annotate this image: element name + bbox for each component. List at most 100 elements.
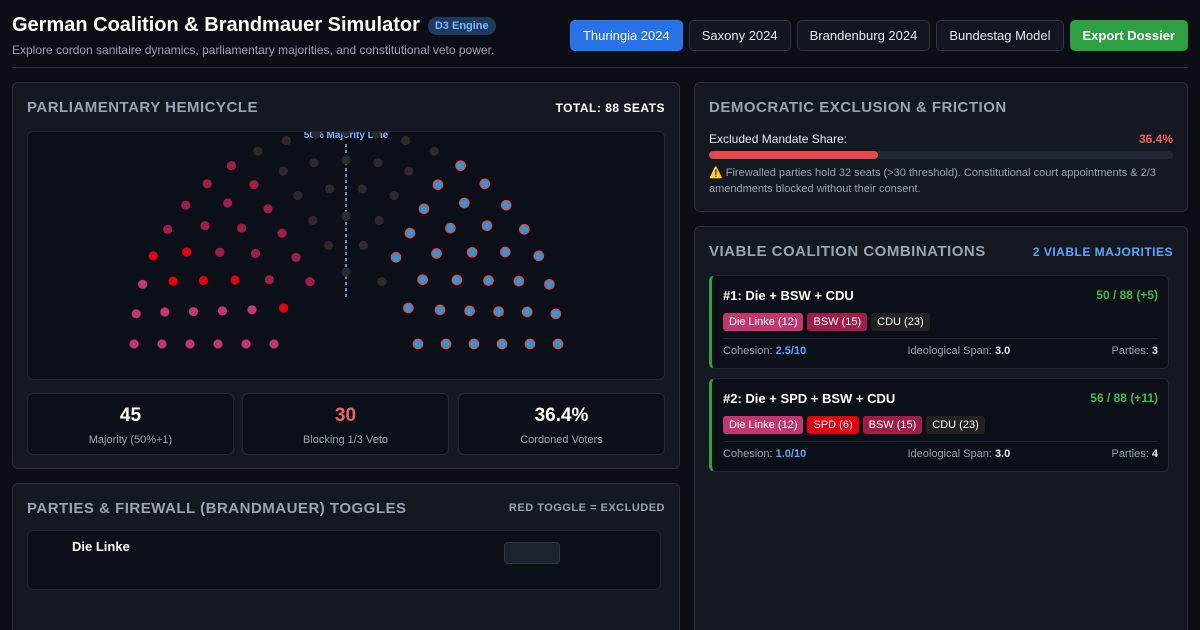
seat-cdu	[341, 211, 351, 221]
seat-afd	[440, 338, 452, 350]
app-title: German Coalition & Brandmauer Simulator	[12, 14, 420, 36]
seat-cdu	[253, 146, 263, 156]
seat-afd	[468, 338, 480, 350]
coalition-card[interactable]: #2: Die + SPD + BSW + CDU 56 / 88 (+11) …	[709, 378, 1169, 472]
seat-cdu	[325, 184, 335, 194]
party-chip: CDU (23)	[871, 313, 930, 331]
seat-die-linke	[269, 339, 279, 349]
excluded-share-bar	[709, 151, 1173, 159]
seat-cdu	[341, 267, 351, 277]
seat-afd	[533, 250, 545, 262]
party-toggle-row[interactable]: Die Linke	[27, 530, 661, 590]
tab-thuringia[interactable]: Thuringia 2024	[569, 20, 683, 51]
seat-afd	[466, 246, 478, 258]
stat-cordoned: 36.4% Cordoned Voters	[458, 393, 665, 455]
seat-die-linke	[131, 309, 141, 319]
seat-cdu	[308, 215, 318, 225]
seat-cdu	[401, 136, 411, 146]
stat-cordoned-label: Cordoned Voters	[520, 434, 603, 446]
seat-afd	[481, 220, 493, 232]
seat-die-linke	[241, 339, 251, 349]
stat-cordoned-value: 36.4%	[534, 405, 589, 426]
seat-cdu	[281, 136, 291, 146]
seat-bsw	[277, 228, 287, 238]
app-subtitle: Explore cordon sanitaire dynamics, parli…	[12, 43, 495, 57]
excluded-share-label: Excluded Mandate Share:	[709, 132, 848, 146]
seat-cdu	[358, 240, 368, 251]
hemicycle-chart: 50% Majority Line	[27, 131, 665, 380]
seat-die-linke	[185, 339, 195, 349]
firewall-toggle[interactable]	[504, 542, 560, 564]
seat-bsw	[223, 198, 233, 208]
span-metric: Ideological Span: 3.0	[907, 345, 1011, 357]
seat-die-linke	[213, 339, 223, 349]
seat-spd	[279, 303, 289, 313]
stat-blocking-value: 30	[334, 405, 357, 426]
seat-die-linke	[129, 339, 139, 349]
coalition-card[interactable]: #1: Die + BSW + CDU 50 / 88 (+5) Die Lin…	[709, 275, 1169, 369]
seat-bsw	[249, 180, 259, 190]
party-chip: Die Linke (12)	[723, 313, 804, 331]
exclusion-title: Democratic Exclusion & Friction	[709, 99, 1007, 116]
seat-bsw	[291, 252, 301, 262]
seat-spd	[148, 251, 158, 261]
coalitions-panel: Viable Coalition Combinations 2 VIABLE M…	[694, 226, 1188, 630]
seat-afd	[434, 304, 446, 316]
seat-afd	[464, 305, 475, 317]
hemicycle-panel: Parliamentary Hemicycle TOTAL: 88 SEATS …	[12, 82, 680, 469]
seat-afd	[518, 224, 530, 235]
seat-die-linke	[247, 305, 257, 315]
parties-metric: Parties: 3	[1111, 345, 1158, 357]
seat-cdu	[389, 191, 399, 201]
seat-afd	[524, 338, 536, 350]
cohesion-metric: Cohesion: 2.5/10	[723, 345, 807, 357]
coalition-metrics: Cohesion: 2.5/10 Ideological Span: 3.0 P…	[723, 338, 1158, 357]
seat-afd	[521, 306, 533, 318]
coalition-metrics: Cohesion: 1.0/10 Ideological Span: 3.0 P…	[723, 441, 1158, 460]
tab-bundestag[interactable]: Bundestag Model	[936, 20, 1064, 51]
seat-cdu	[309, 158, 319, 168]
seat-cdu	[374, 215, 384, 225]
seat-afd	[451, 274, 463, 286]
viable-count: 2 VIABLE MAJORITIES	[1032, 245, 1173, 259]
hemicycle-svg: 50% Majority Line	[129, 132, 564, 350]
seat-afd	[432, 179, 444, 191]
seat-bsw	[250, 248, 261, 259]
seat-cdu	[373, 158, 383, 168]
party-chip: BSW (15)	[807, 313, 868, 331]
seat-afd	[552, 338, 564, 350]
seat-cdu	[377, 277, 387, 287]
export-dossier-button[interactable]: Export Dossier	[1069, 20, 1188, 51]
seat-spd	[168, 276, 178, 286]
seat-cdu	[341, 132, 351, 137]
tab-saxony[interactable]: Saxony 2024	[688, 20, 791, 51]
seat-bsw	[305, 277, 315, 287]
stat-blocking-label: Blocking 1/3 Veto	[302, 434, 388, 446]
seat-die-linke	[138, 279, 148, 289]
seat-cdu	[278, 166, 288, 176]
seat-die-linke	[160, 307, 170, 317]
seat-afd	[390, 252, 402, 263]
toggles-title: Parties & Firewall (Brandmauer) Toggles	[27, 500, 407, 517]
party-chip: Die Linke (12)	[723, 416, 804, 434]
seat-bsw	[215, 247, 225, 257]
seat-cdu	[404, 166, 414, 176]
seat-cdu	[293, 191, 303, 201]
seat-cdu	[357, 184, 367, 194]
excluded-share-fill	[709, 151, 878, 159]
seat-bsw	[226, 161, 236, 171]
hemicycle-title: Parliamentary Hemicycle	[27, 99, 258, 116]
tab-brandenburg[interactable]: Brandenburg 2024	[796, 20, 931, 51]
toggles-legend: RED TOGGLE = EXCLUDED	[508, 502, 665, 514]
seat-bsw	[237, 223, 247, 233]
seat-afd	[404, 227, 416, 239]
seat-afd	[550, 308, 562, 320]
seat-die-linke	[217, 306, 227, 316]
seat-afd	[445, 222, 456, 234]
seat-afd	[483, 275, 494, 286]
app-header: German Coalition & Brandmauer Simulator …	[12, 14, 1188, 68]
engine-badge: D3 Engine	[427, 16, 496, 35]
total-seats: TOTAL: 88 SEATS	[555, 101, 665, 115]
span-metric: Ideological Span: 3.0	[907, 448, 1011, 460]
seat-cdu	[311, 132, 321, 139]
